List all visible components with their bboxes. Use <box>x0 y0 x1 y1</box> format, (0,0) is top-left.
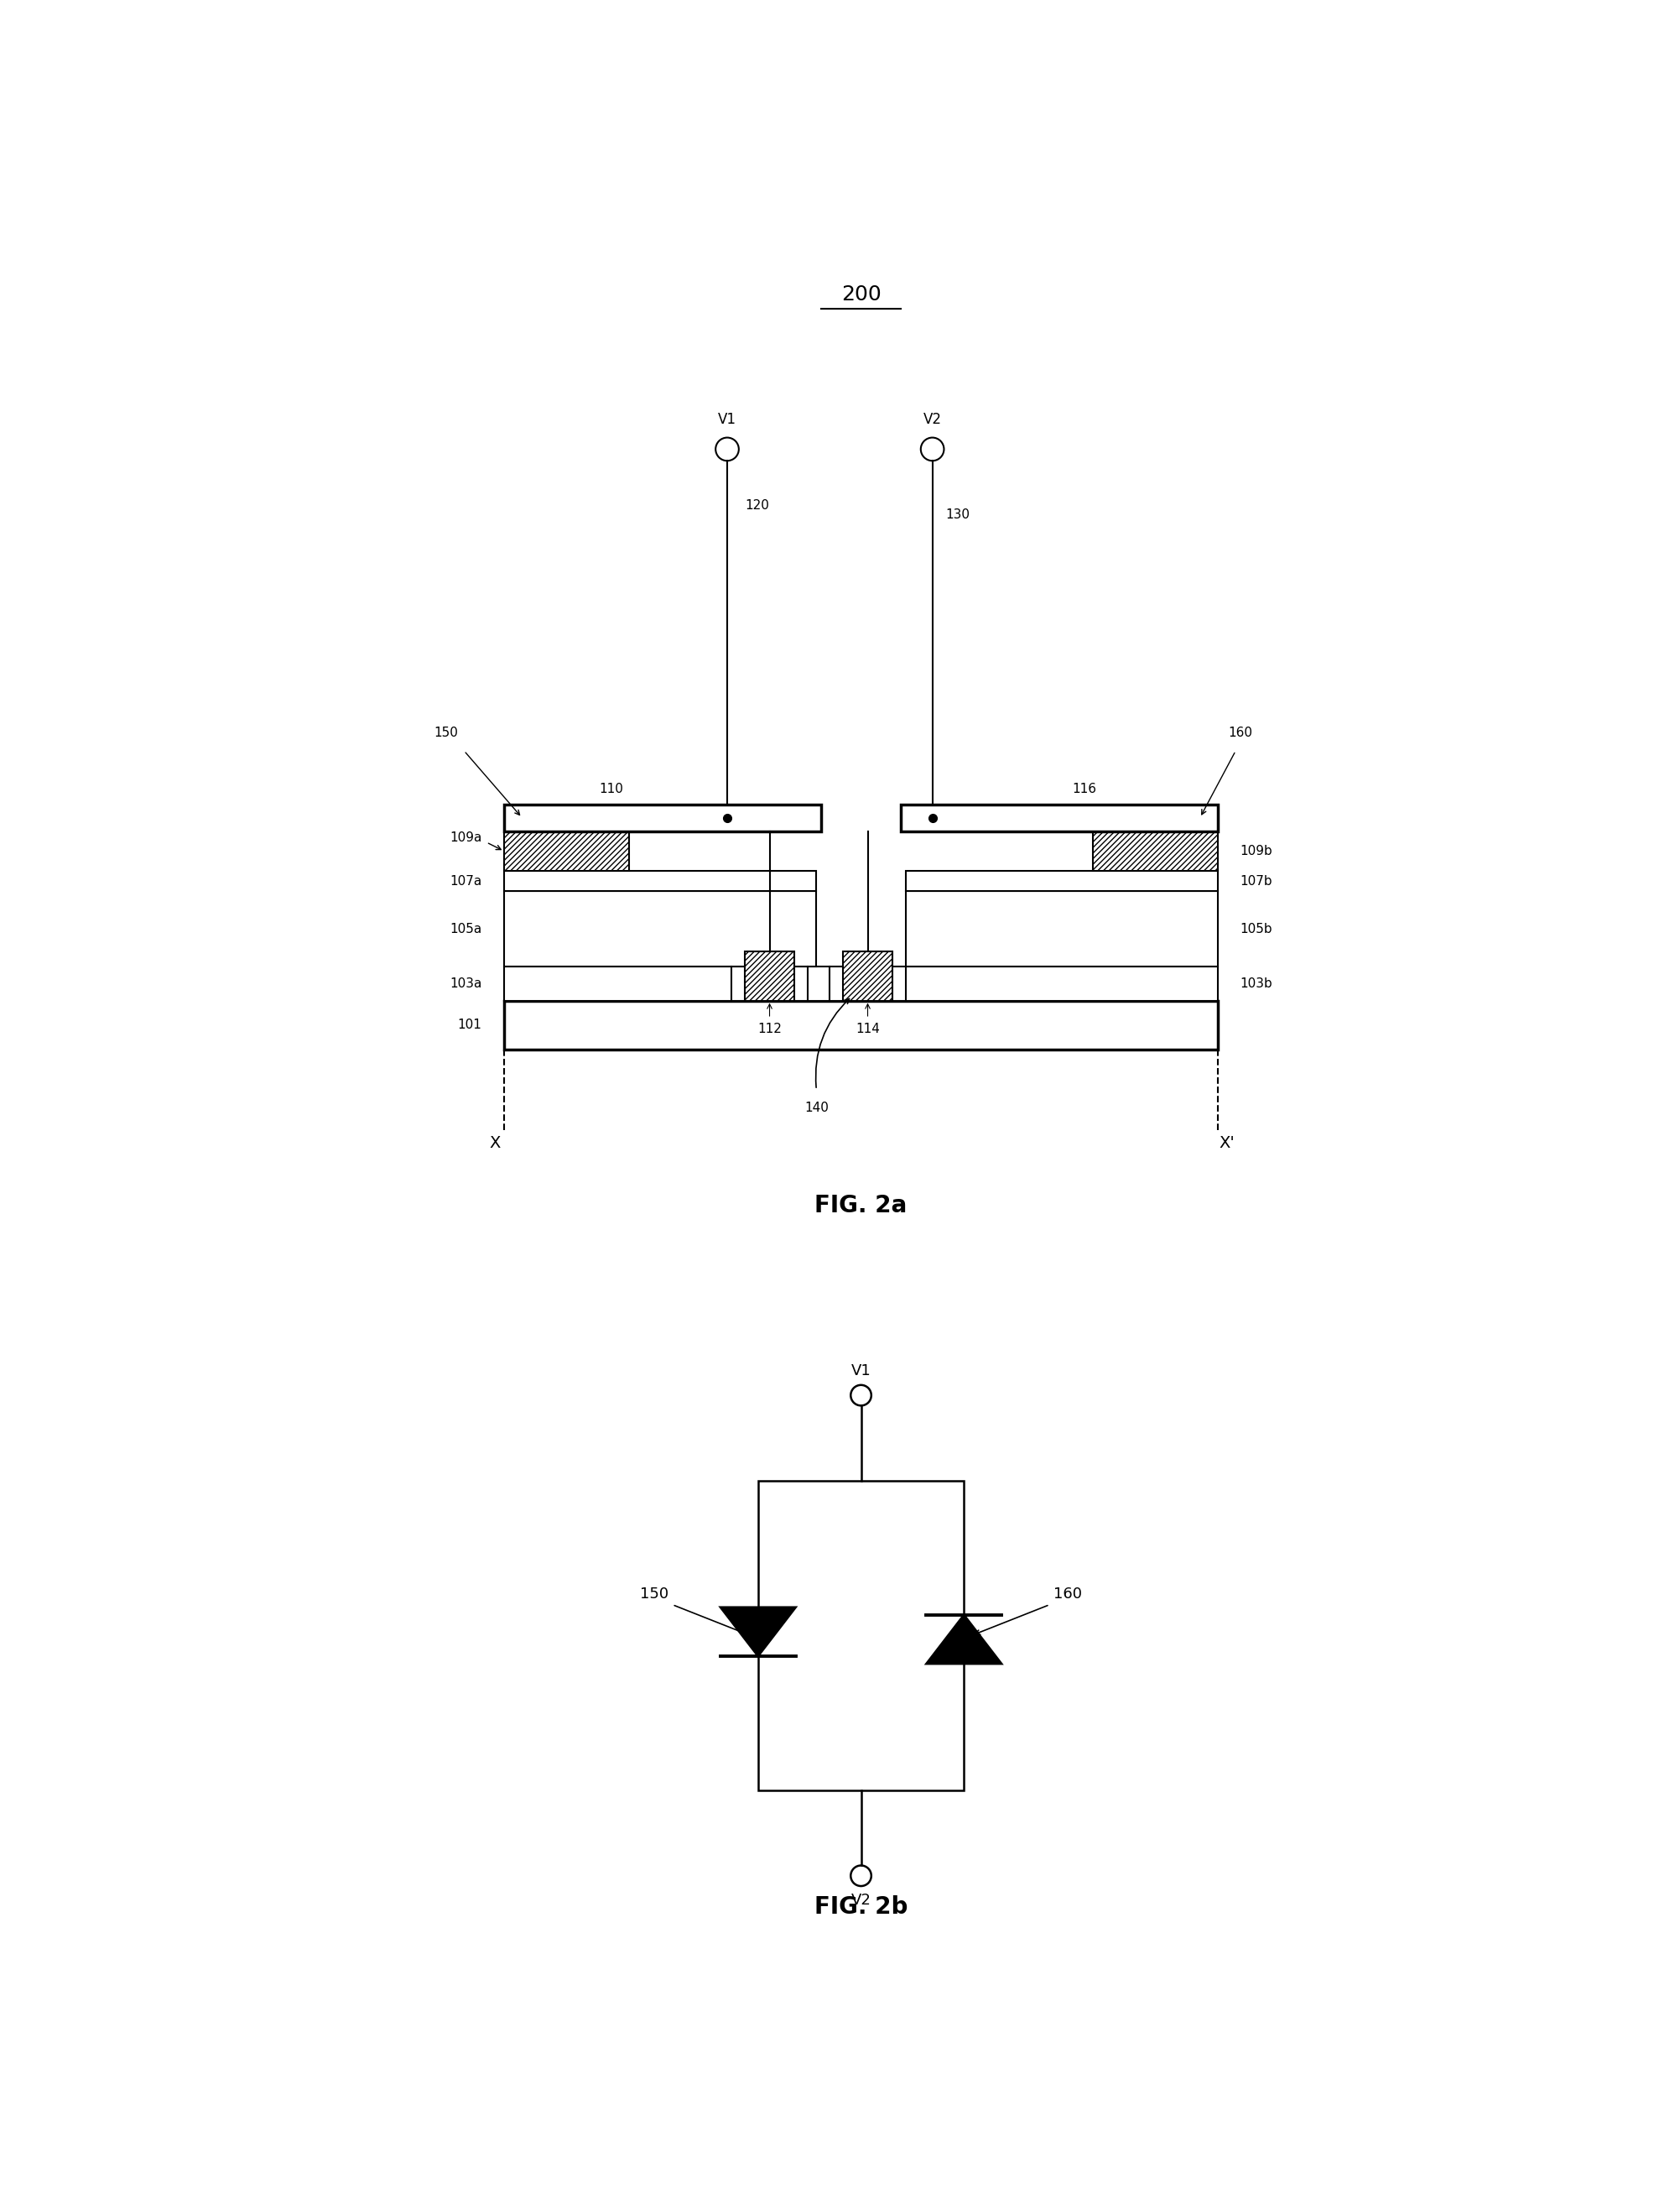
Bar <box>906 871 1218 890</box>
Bar <box>504 871 816 890</box>
Text: 110: 110 <box>600 782 623 796</box>
Text: 101: 101 <box>457 1018 482 1031</box>
Text: X: X <box>489 1135 501 1150</box>
Bar <box>504 804 822 831</box>
Text: 105a: 105a <box>450 923 482 934</box>
Text: FIG. 2b: FIG. 2b <box>815 1895 907 1917</box>
Text: FIG. 2a: FIG. 2a <box>815 1195 907 1217</box>
Bar <box>504 1001 1218 1049</box>
Bar <box>758 1481 964 1790</box>
Text: 160: 160 <box>1053 1587 1082 1602</box>
Text: 103b: 103b <box>1240 976 1273 990</box>
Bar <box>1094 831 1218 871</box>
Text: 109a: 109a <box>450 831 482 844</box>
Text: V1: V1 <box>717 412 736 428</box>
Text: 112: 112 <box>758 1023 781 1036</box>
Text: 140: 140 <box>805 1102 828 1113</box>
Text: V1: V1 <box>852 1362 870 1378</box>
Text: 160: 160 <box>1228 727 1252 738</box>
Text: 116: 116 <box>1072 782 1095 796</box>
Bar <box>906 890 1218 968</box>
Text: X': X' <box>1220 1135 1235 1150</box>
Text: V2: V2 <box>852 1893 870 1909</box>
Bar <box>843 952 892 1001</box>
Polygon shape <box>721 1607 796 1655</box>
Text: 109b: 109b <box>1240 844 1273 857</box>
Text: 107a: 107a <box>450 875 482 888</box>
Bar <box>504 890 816 968</box>
Text: 130: 130 <box>946 509 969 520</box>
Text: 200: 200 <box>842 284 880 304</box>
Text: 150: 150 <box>433 727 459 738</box>
Text: 150: 150 <box>640 1587 669 1602</box>
Bar <box>744 952 795 1001</box>
Text: 105b: 105b <box>1240 923 1272 934</box>
Text: 120: 120 <box>744 498 769 511</box>
Text: 114: 114 <box>855 1023 880 1036</box>
Bar <box>504 968 1218 1001</box>
Bar <box>900 804 1218 831</box>
Bar <box>504 831 628 871</box>
Text: V2: V2 <box>922 412 941 428</box>
Text: 107b: 107b <box>1240 875 1272 888</box>
Polygon shape <box>926 1616 1001 1664</box>
Text: 103a: 103a <box>450 976 482 990</box>
